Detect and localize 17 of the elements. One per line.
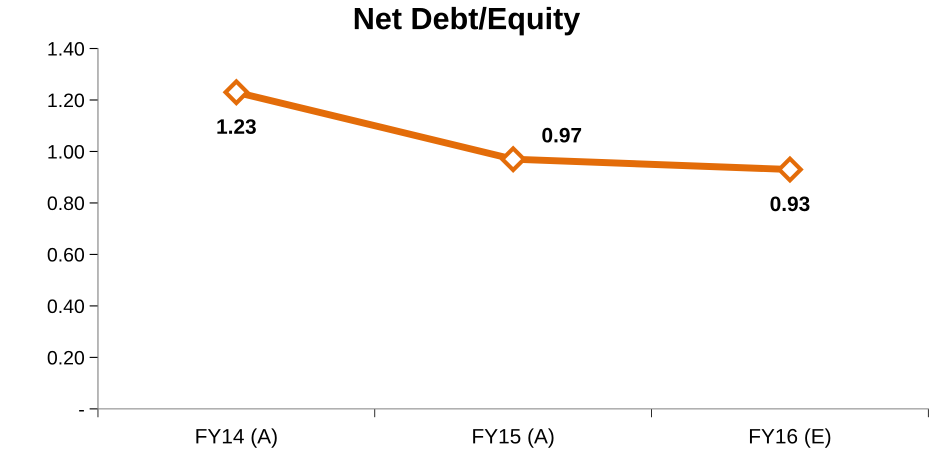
y-tick-label: 1.40 <box>48 42 84 56</box>
point <box>223 79 250 106</box>
data-label: 0.93 <box>770 196 810 212</box>
y-tick-label: 0.60 <box>48 248 84 262</box>
y-tick-label: 0.40 <box>48 299 84 314</box>
x-tick-label: FY14 (A) <box>196 428 277 448</box>
y-tick-label: 0.80 <box>48 196 84 210</box>
x-tick-label: FY15 (A) <box>473 428 554 448</box>
chart-title: Net Debt/Equity <box>354 6 580 36</box>
y-tick-label: - <box>79 410 84 412</box>
data-label: 0.97 <box>542 128 582 143</box>
data-label: 1.23 <box>217 119 256 134</box>
point <box>777 156 803 182</box>
x-tick-label: FY16 (E) <box>750 428 830 448</box>
y-tick-label: 0.20 <box>48 350 84 365</box>
y-tick-label: 1.00 <box>48 144 84 159</box>
y-tick-label: 1.20 <box>48 93 84 108</box>
